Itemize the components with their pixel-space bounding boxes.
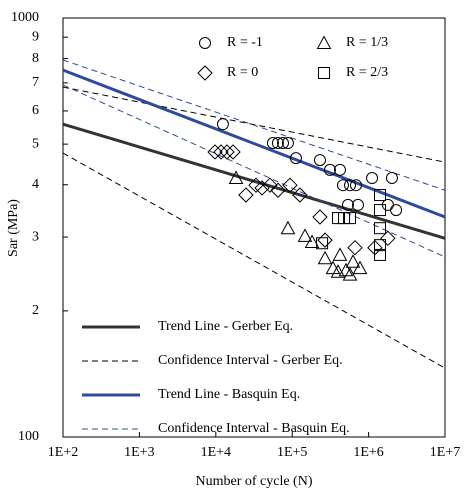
x-axis-label: Number of cycle (N) xyxy=(195,474,312,489)
data-point xyxy=(317,250,333,265)
data-point xyxy=(344,212,357,225)
data-point xyxy=(344,179,357,192)
legend-marker xyxy=(199,37,211,49)
data-point xyxy=(228,170,244,185)
data-point xyxy=(213,144,229,160)
y-tick-label: 8 xyxy=(32,51,39,66)
data-point xyxy=(330,264,346,278)
y-tick-label: 3 xyxy=(32,229,39,244)
legend-marker xyxy=(316,35,332,49)
data-point xyxy=(304,234,320,249)
data-point xyxy=(374,204,387,217)
data-point xyxy=(349,179,362,192)
y-axis-label: Sar (MPa) xyxy=(6,199,21,257)
confidence-line xyxy=(62,152,446,369)
data-point xyxy=(312,209,328,225)
data-point xyxy=(317,232,333,248)
data-point xyxy=(238,187,254,203)
data-point xyxy=(332,247,348,261)
data-point xyxy=(270,182,286,198)
legend-label: R = 1/3 xyxy=(346,35,388,50)
data-point xyxy=(345,254,361,268)
x-tick-label: 1E+7 xyxy=(430,445,460,460)
data-point xyxy=(266,137,279,150)
plot-frame xyxy=(62,17,446,438)
data-point xyxy=(297,228,313,242)
trend-line xyxy=(62,68,446,219)
data-point xyxy=(332,212,345,225)
data-point xyxy=(352,260,368,275)
data-point xyxy=(341,198,354,211)
data-point xyxy=(342,267,358,281)
data-point xyxy=(207,144,223,160)
data-point xyxy=(277,137,290,150)
legend-marker xyxy=(197,65,213,81)
y-tick-label: 2 xyxy=(32,303,39,318)
data-point xyxy=(374,239,387,252)
legend-label: Trend Line - Basquin Eq. xyxy=(158,387,300,402)
trend-line xyxy=(62,59,446,191)
y-tick-label: 7 xyxy=(32,75,39,90)
data-point xyxy=(336,179,349,192)
data-point xyxy=(280,220,296,235)
data-point xyxy=(380,230,396,247)
y-tick-label: 6 xyxy=(32,103,39,118)
data-point xyxy=(216,118,229,131)
legend-marker xyxy=(318,67,330,79)
data-point xyxy=(271,137,284,150)
trend-line xyxy=(62,122,446,240)
data-point xyxy=(366,172,379,185)
data-point xyxy=(351,198,364,211)
legend-label: Trend Line - Gerber Eq. xyxy=(158,319,293,334)
legend-label: Confidence Interval - Gerber Eq. xyxy=(158,353,343,368)
x-tick-label: 1E+5 xyxy=(277,445,307,460)
data-point xyxy=(323,163,336,176)
x-tick-label: 1E+6 xyxy=(353,445,383,460)
legend-label: Confidence Interval - Basquin Eq. xyxy=(158,421,350,436)
data-point xyxy=(225,144,241,160)
data-point xyxy=(374,248,387,261)
data-point xyxy=(262,177,278,193)
legend-label: R = 0 xyxy=(227,65,258,80)
legend-label: R = 2/3 xyxy=(346,65,388,80)
x-tick-label: 1E+2 xyxy=(48,445,78,460)
data-point xyxy=(313,154,326,167)
data-point xyxy=(219,144,235,160)
data-point xyxy=(385,172,398,185)
x-tick-label: 1E+3 xyxy=(124,445,154,460)
data-point xyxy=(374,189,387,202)
data-point xyxy=(289,152,302,165)
y-tick-label: 1000 xyxy=(11,10,39,25)
data-point xyxy=(281,137,294,150)
legend-label: R = -1 xyxy=(227,35,263,50)
y-tick-label: 100 xyxy=(18,429,39,444)
data-point xyxy=(347,239,363,256)
data-point xyxy=(292,187,308,203)
y-tick-label: 5 xyxy=(32,136,39,151)
data-point xyxy=(254,180,270,196)
data-point xyxy=(333,163,346,176)
data-point xyxy=(316,237,329,250)
data-point xyxy=(390,204,403,217)
data-point xyxy=(374,222,387,235)
data-point xyxy=(282,177,298,193)
y-tick-label: 4 xyxy=(32,177,39,192)
x-tick-label: 1E+4 xyxy=(201,445,231,460)
y-tick-label: 9 xyxy=(32,29,39,44)
